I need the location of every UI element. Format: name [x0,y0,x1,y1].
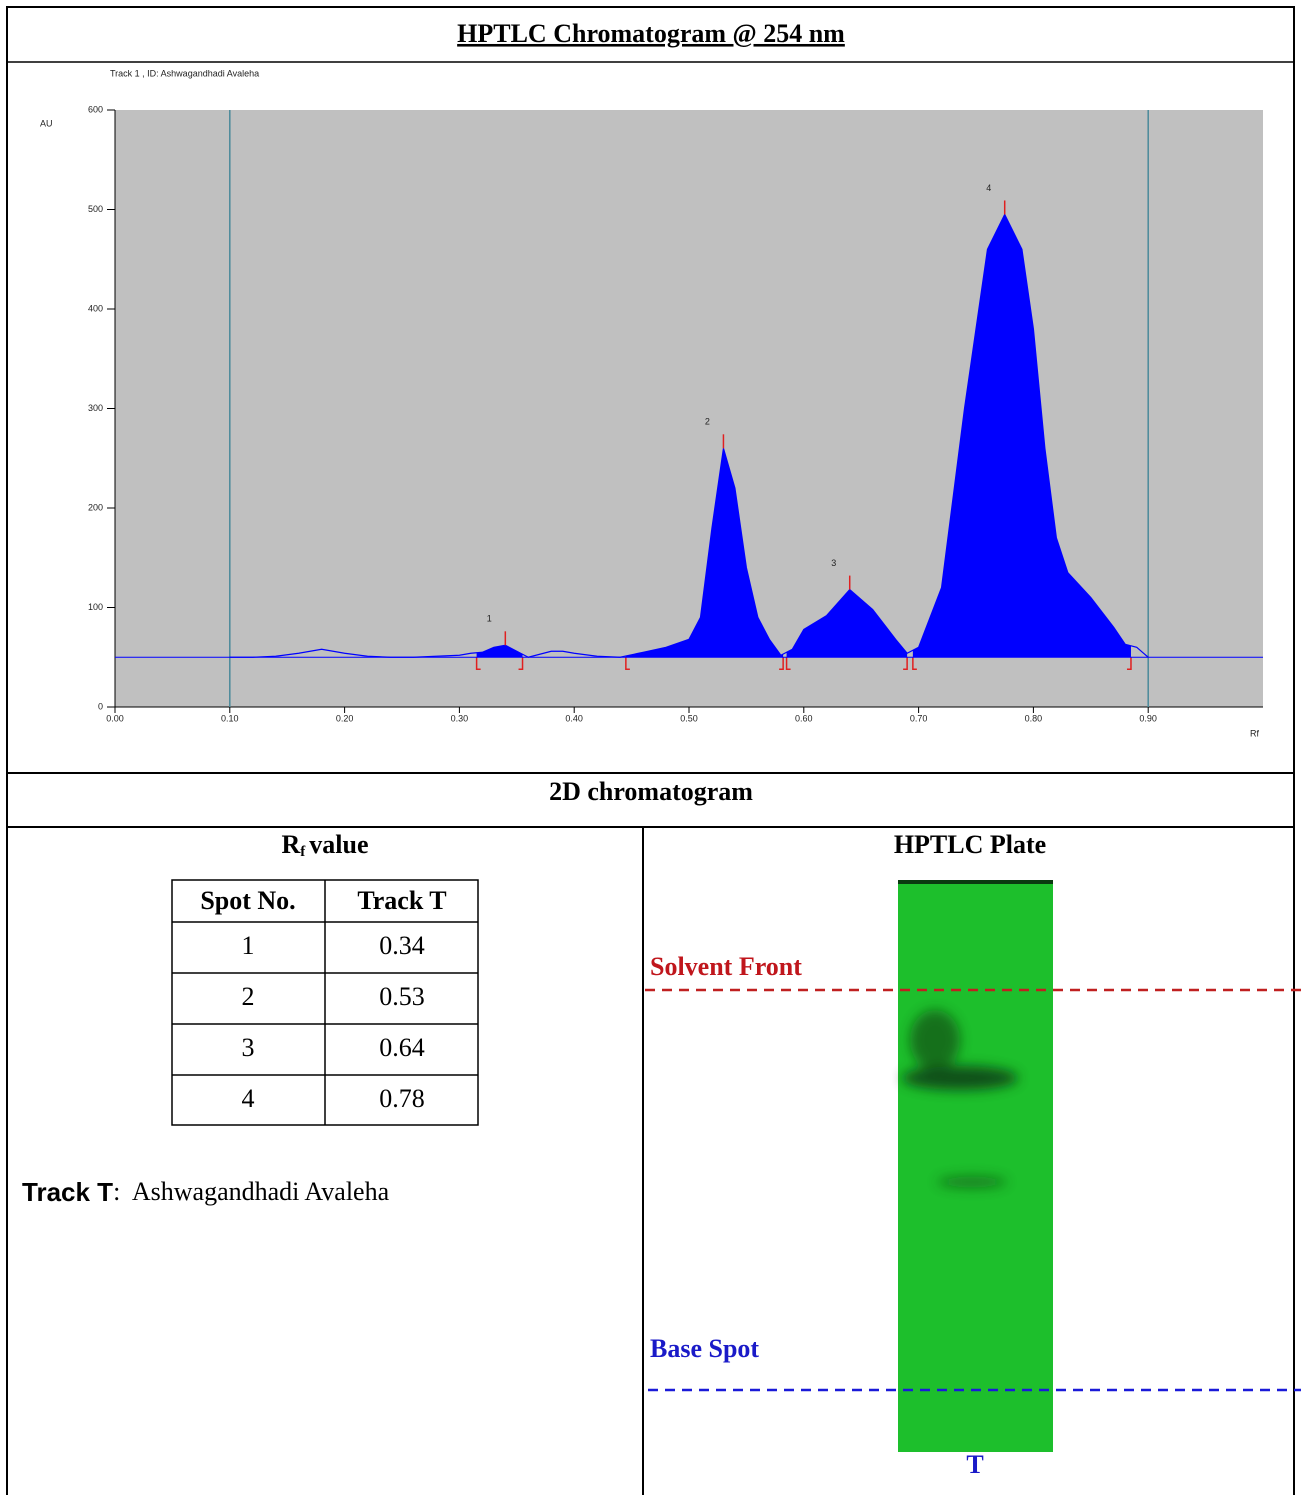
plate-image [898,880,1053,1452]
x-tick-label: 0.00 [106,713,124,723]
table-cell: 2 [242,982,255,1011]
peak-label: 4 [986,183,991,193]
table-header: Track T [357,886,446,915]
y-tick-label: 300 [88,403,103,413]
x-tick-label: 0.50 [680,713,698,723]
x-tick-label: 0.60 [795,713,813,723]
x-tick-label: 0.40 [565,713,583,723]
peak-area [912,214,1131,658]
track-label: T [966,1450,983,1479]
y-tick-label: 200 [88,502,103,512]
table-cell: 3 [242,1033,255,1062]
peak-area [625,448,784,658]
table-title: Rf value [281,830,368,860]
subtitle: Track 1 , ID: Ashwagandhadi Avaleha [110,68,259,78]
integration-marker [912,657,917,670]
title-part: R [281,830,300,859]
note-text: : Ashwagandhadi Avaleha [113,1177,390,1206]
table-cell: 0.34 [379,931,425,960]
x-label: Rf [1250,728,1259,738]
integration-marker [625,657,630,670]
integration-marker [785,657,791,670]
section-title: 2D chromatogram [549,777,753,806]
integration-marker [475,657,481,670]
table-cell: 4 [242,1084,255,1113]
solvent-front-label: Solvent Front [650,952,802,981]
peak-label: 2 [705,417,710,427]
table-cell: 1 [242,931,255,960]
y-tick-label: 600 [88,104,103,114]
integration-marker [518,657,524,670]
table-header: Spot No. [200,886,295,915]
y-tick-label: 400 [88,303,103,313]
table-cell: 0.64 [379,1033,425,1062]
x-tick-label: 0.20 [336,713,354,723]
peak-label: 1 [487,614,492,624]
plate-title: HPTLC Plate [894,830,1046,859]
peak-area [476,645,523,658]
chart-title: HPTLC Chromatogram @ 254 nm [457,19,845,48]
x-tick-label: 0.10 [221,713,239,723]
table-grid [171,879,479,1126]
note-label: Track T [22,1177,113,1207]
integration-marker [1126,657,1132,670]
y-tick-label: 100 [88,602,103,612]
y-label: AU [40,118,53,128]
x-tick-label: 0.30 [451,713,469,723]
title-part: value [309,830,368,859]
title-sub: f [300,844,306,860]
x-tick-label: 0.90 [1139,713,1157,723]
integration-marker [779,657,784,670]
x-tick-label: 0.70 [910,713,928,723]
peak-label: 3 [831,558,836,568]
track-note: Track T: Ashwagandhadi Avaleha [22,1177,390,1207]
table-cell: 0.78 [379,1084,425,1113]
integration-marker [903,657,908,670]
table-cell: 0.53 [379,982,425,1011]
y-tick-label: 0 [98,701,103,711]
y-tick-label: 500 [88,204,103,214]
peak-area [786,589,908,658]
frame [6,6,1295,1495]
x-tick-label: 0.80 [1025,713,1043,723]
base-spot-label: Base Spot [650,1334,759,1363]
line [229,213,1149,658]
